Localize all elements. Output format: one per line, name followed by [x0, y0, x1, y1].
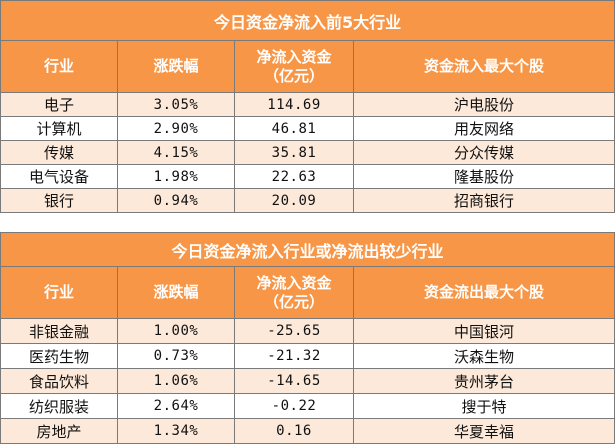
header-change: 涨跌幅: [117, 40, 235, 93]
top-stock-cell: 沪电股份: [352, 92, 615, 117]
industry-cell: 电气设备: [0, 164, 118, 189]
top-stock-cell: 中国银河: [352, 318, 615, 344]
outflow-header-row: 行业 涨跌幅 净流入资金 （亿元） 资金流出最大个股: [0, 266, 615, 319]
table-row: 电子 3.05% 114.69 沪电股份: [0, 92, 615, 117]
inflow-table-title: 今日资金净流入前5大行业: [0, 0, 615, 41]
top-stock-cell: 招商银行: [352, 188, 615, 213]
net-inflow-cell: 0.16: [234, 418, 354, 444]
net-inflow-cell: -25.65: [234, 318, 354, 344]
change-cell: 4.15%: [117, 140, 235, 165]
outflow-table-title: 今日资金净流入行业或净流出较少行业: [0, 232, 615, 267]
industry-cell: 非银金融: [0, 318, 118, 344]
industry-cell: 纺织服装: [0, 393, 118, 419]
industry-cell: 电子: [0, 92, 118, 117]
table-row: 电气设备 1.98% 22.63 隆基股份: [0, 164, 615, 189]
top-stock-cell: 用友网络: [352, 116, 615, 141]
change-cell: 0.73%: [117, 343, 235, 369]
header-net-inflow-label: 净流入资金 （亿元）: [256, 273, 332, 311]
inflow-table: 今日资金净流入前5大行业 行业 涨跌幅 净流入资金 （亿元） 资金流入最大个股 电…: [0, 0, 615, 213]
header-industry: 行业: [0, 40, 118, 93]
change-cell: 2.64%: [117, 393, 235, 419]
change-cell: 1.98%: [117, 164, 235, 189]
change-cell: 1.34%: [117, 418, 235, 444]
header-top-stock: 资金流入最大个股: [352, 40, 615, 93]
table-row: 非银金融 1.00% -25.65 中国银河: [0, 318, 615, 344]
net-inflow-cell: 35.81: [234, 140, 354, 165]
header-industry: 行业: [0, 266, 118, 319]
top-stock-cell: 贵州茅台: [352, 368, 615, 394]
change-cell: 1.00%: [117, 318, 235, 344]
industry-cell: 食品饮料: [0, 368, 118, 394]
change-cell: 1.06%: [117, 368, 235, 394]
table-row: 房地产 1.34% 0.16 华夏幸福: [0, 418, 615, 444]
net-inflow-cell: 20.09: [234, 188, 354, 213]
net-inflow-cell: 22.63: [234, 164, 354, 189]
industry-cell: 医药生物: [0, 343, 118, 369]
header-net-inflow: 净流入资金 （亿元）: [234, 266, 354, 319]
net-inflow-cell: -21.32: [234, 343, 354, 369]
table-row: 食品饮料 1.06% -14.65 贵州茅台: [0, 368, 615, 394]
net-inflow-cell: 46.81: [234, 116, 354, 141]
change-cell: 2.90%: [117, 116, 235, 141]
outflow-title-row: 今日资金净流入行业或净流出较少行业: [0, 232, 615, 267]
change-cell: 3.05%: [117, 92, 235, 117]
top-stock-cell: 隆基股份: [352, 164, 615, 189]
top-stock-cell: 沃森生物: [352, 343, 615, 369]
net-inflow-cell: -14.65: [234, 368, 354, 394]
table-row: 纺织服装 2.64% -0.22 搜于特: [0, 393, 615, 419]
net-inflow-cell: -0.22: [234, 393, 354, 419]
top-stock-cell: 华夏幸福: [352, 418, 615, 444]
top-stock-cell: 分众传媒: [352, 140, 615, 165]
header-change: 涨跌幅: [117, 266, 235, 319]
industry-cell: 房地产: [0, 418, 118, 444]
inflow-title-row: 今日资金净流入前5大行业: [0, 0, 615, 41]
header-net-inflow-label: 净流入资金 （亿元）: [256, 47, 332, 85]
industry-cell: 计算机: [0, 116, 118, 141]
change-cell: 0.94%: [117, 188, 235, 213]
top-stock-cell: 搜于特: [352, 393, 615, 419]
table-row: 计算机 2.90% 46.81 用友网络: [0, 116, 615, 141]
header-top-stock: 资金流出最大个股: [352, 266, 615, 319]
table-row: 银行 0.94% 20.09 招商银行: [0, 188, 615, 213]
header-net-inflow: 净流入资金 （亿元）: [234, 40, 354, 93]
table-row: 医药生物 0.73% -21.32 沃森生物: [0, 343, 615, 369]
inflow-header-row: 行业 涨跌幅 净流入资金 （亿元） 资金流入最大个股: [0, 40, 615, 93]
net-inflow-cell: 114.69: [234, 92, 354, 117]
outflow-table: 今日资金净流入行业或净流出较少行业 行业 涨跌幅 净流入资金 （亿元） 资金流出最…: [0, 232, 615, 444]
industry-cell: 银行: [0, 188, 118, 213]
industry-cell: 传媒: [0, 140, 118, 165]
table-row: 传媒 4.15% 35.81 分众传媒: [0, 140, 615, 165]
